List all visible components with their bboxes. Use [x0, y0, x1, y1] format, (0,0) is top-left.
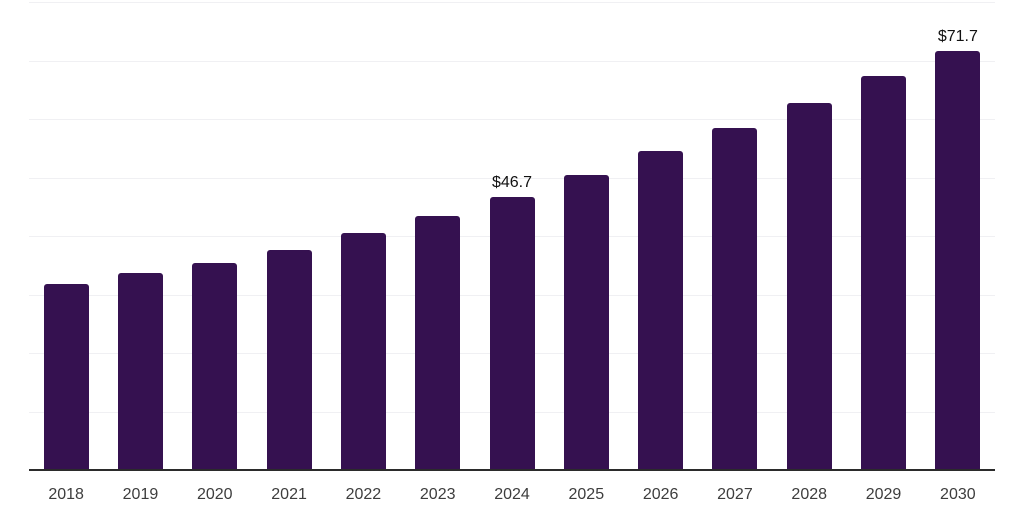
bar-2030[interactable] [935, 51, 980, 470]
bar-2020[interactable] [192, 263, 237, 470]
bar-2023[interactable] [415, 216, 460, 470]
x-tick-2022: 2022 [345, 486, 382, 503]
bar-2026[interactable] [638, 151, 683, 470]
bar-2021[interactable] [267, 250, 312, 470]
bar-2022[interactable] [341, 233, 386, 470]
bar-2029[interactable] [861, 76, 906, 470]
x-tick-2028: 2028 [791, 486, 828, 503]
x-tick-2030: 2030 [940, 486, 976, 503]
bar-2024[interactable] [490, 197, 535, 470]
gridline-50 [29, 178, 995, 179]
x-tick-2027: 2027 [717, 486, 753, 503]
x-tick-2021: 2021 [271, 486, 307, 503]
bar-2027[interactable] [712, 128, 757, 470]
bar-2028[interactable] [787, 103, 832, 470]
value-label-2024: $46.7 [491, 174, 533, 191]
x-tick-2024: 2024 [494, 486, 530, 503]
gridline-80 [29, 2, 995, 3]
bar-2025[interactable] [564, 175, 609, 470]
x-axis-line [29, 469, 995, 471]
x-tick-2020: 2020 [196, 486, 233, 503]
x-tick-2019: 2019 [122, 486, 159, 503]
x-tick-2025: 2025 [568, 486, 605, 503]
x-tick-2026: 2026 [642, 486, 679, 503]
x-tick-2018: 2018 [48, 486, 84, 503]
x-tick-2023: 2023 [419, 486, 456, 503]
x-tick-2029: 2029 [865, 486, 902, 503]
gridline-70 [29, 61, 995, 62]
gridline-60 [29, 119, 995, 120]
value-label-2030: $71.7 [937, 28, 978, 45]
bar-2019[interactable] [118, 273, 163, 470]
bar-2018[interactable] [44, 284, 89, 470]
